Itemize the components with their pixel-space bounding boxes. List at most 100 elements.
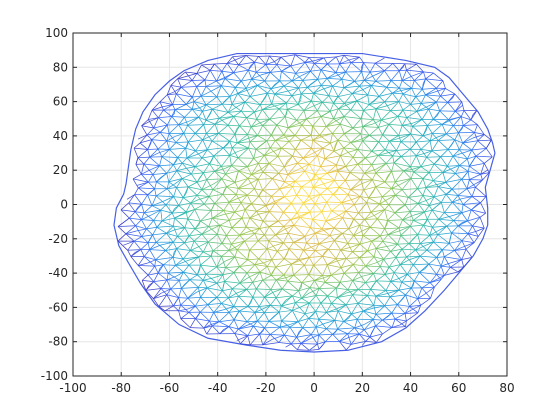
mesh-edge	[446, 132, 459, 135]
mesh-edge	[294, 54, 310, 58]
mesh-edge	[150, 139, 153, 145]
mesh-edge	[353, 235, 361, 245]
mesh-edge	[339, 273, 345, 283]
mesh-edge	[207, 303, 222, 306]
mesh-edge	[368, 191, 374, 199]
mesh-edge	[206, 325, 213, 335]
mesh-edge	[340, 123, 353, 129]
mesh-edge	[343, 321, 355, 329]
mesh-edge	[319, 194, 328, 203]
mesh-edge	[247, 302, 252, 307]
mesh-edge	[457, 195, 464, 205]
mesh-edge	[334, 96, 339, 101]
mesh-edge	[388, 123, 403, 126]
mesh-edge	[358, 207, 363, 214]
mesh-edge	[209, 163, 215, 172]
mesh-edge	[264, 296, 271, 306]
mesh-edge	[428, 163, 435, 173]
mesh-edge	[421, 119, 428, 126]
mesh-edge	[386, 86, 400, 89]
mesh-edge	[335, 287, 338, 298]
mesh-edge	[268, 315, 275, 322]
mesh-edge	[462, 140, 478, 144]
mesh-edge	[254, 179, 259, 190]
mesh-edge	[362, 235, 372, 242]
mesh-edge	[299, 217, 313, 220]
mesh-edge	[333, 227, 349, 230]
mesh-edge	[444, 201, 453, 213]
mesh-edge	[198, 286, 208, 289]
mesh-edge	[160, 172, 167, 178]
mesh-edge	[441, 249, 445, 257]
x-axis-ticks: -100 -80 -60 -40 -20 0 20 40 60 80	[59, 33, 515, 395]
mesh-edge	[296, 120, 303, 126]
mesh-edge	[360, 118, 374, 120]
mesh-edge	[221, 78, 226, 86]
mesh-edge	[415, 94, 426, 98]
mesh-edge	[224, 78, 242, 82]
mesh-edge	[202, 111, 207, 121]
mesh-edge	[371, 325, 376, 333]
mesh-edge	[135, 160, 138, 165]
mesh-edge	[469, 165, 481, 175]
mesh-edge	[283, 263, 292, 276]
mesh-edge	[224, 186, 227, 191]
mesh-edge	[440, 256, 445, 267]
mesh-edge	[147, 174, 154, 183]
mesh-edge	[216, 96, 223, 105]
y-tick-label: 20	[53, 163, 68, 177]
mesh-edge	[402, 211, 411, 221]
mesh-edge	[171, 212, 175, 219]
mesh-edge	[363, 329, 371, 338]
mesh-edge	[283, 233, 289, 244]
mesh-edge	[411, 87, 423, 90]
mesh-edge	[436, 257, 442, 267]
mesh-edge	[313, 186, 328, 190]
mesh-edge	[364, 214, 375, 220]
mesh-edge	[330, 143, 335, 152]
mesh-edge	[171, 208, 175, 214]
mesh-edge	[365, 262, 376, 267]
mesh-edge	[237, 80, 242, 86]
mesh-edge	[451, 195, 459, 203]
mesh-edge	[281, 288, 293, 297]
mesh-edge	[343, 147, 358, 150]
mesh-edge	[303, 249, 316, 251]
mesh-edge	[250, 158, 255, 162]
mesh-edge	[432, 132, 447, 135]
mesh-edge	[300, 87, 308, 95]
mesh-edge	[308, 318, 317, 328]
mesh-edge	[125, 230, 137, 235]
mesh-edge	[438, 216, 450, 220]
mesh-edge	[412, 255, 421, 265]
mesh-edge	[265, 205, 270, 212]
mesh-edge	[147, 265, 156, 276]
mesh-edge	[364, 79, 376, 82]
mesh-edge	[334, 328, 338, 333]
mesh-edge	[259, 98, 266, 105]
mesh-edge	[300, 135, 312, 141]
mesh-edge	[174, 132, 184, 137]
mesh-edge	[315, 295, 322, 304]
mesh-edge	[185, 71, 193, 81]
mesh-edge	[177, 71, 186, 80]
mesh-edge	[358, 333, 370, 338]
mesh-edge	[387, 194, 396, 200]
mesh-edge	[369, 135, 379, 143]
mesh-edge	[205, 80, 217, 87]
mesh-edge	[335, 71, 346, 77]
mesh-edge	[308, 314, 313, 319]
mesh-edge	[149, 156, 160, 167]
mesh-edge	[154, 188, 157, 196]
mesh-edge	[338, 104, 348, 110]
mesh-edge	[455, 110, 462, 117]
mesh-edge	[330, 133, 333, 144]
mesh-edge	[266, 248, 273, 260]
mesh-edge	[281, 320, 299, 323]
mesh-edge	[378, 140, 390, 143]
mesh-edge	[326, 303, 332, 313]
mesh-edge	[384, 92, 393, 103]
mesh-edge	[254, 264, 268, 267]
mesh-edge	[188, 256, 200, 266]
mesh-edge	[206, 85, 222, 87]
